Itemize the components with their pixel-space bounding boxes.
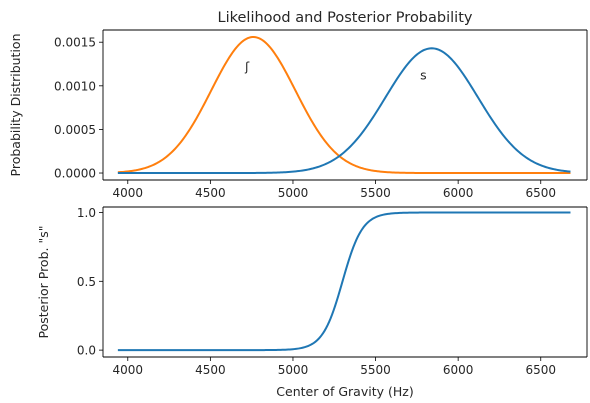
annotation-label: s xyxy=(420,68,427,83)
y-tick-label: 1.0 xyxy=(77,206,96,220)
x-tick-label: 6000 xyxy=(443,363,474,377)
posterior-panel: 4000 4500 5000 5500 6000 6500 0.0 0.5 1.0 Center … xyxy=(36,206,588,399)
x-tick-label: 4000 xyxy=(113,186,144,200)
y-axis-label: Posterior Prob. "s" xyxy=(36,226,51,339)
x-tick-label: 6000 xyxy=(443,186,474,200)
x-tick-label: 4500 xyxy=(195,186,226,200)
y-tick-label: 0.0 xyxy=(77,344,96,358)
y-tick-label: 0.0005 xyxy=(54,123,96,137)
y-tick-label: 0.0010 xyxy=(54,79,96,93)
x-tick-label: 5000 xyxy=(278,363,309,377)
chart-title: Likelihood and Posterior Probability xyxy=(218,10,473,26)
y-axis-label: Probability Distribution xyxy=(8,34,23,177)
y-tick-label: 0.0015 xyxy=(54,36,96,50)
annotation-label: ʃ xyxy=(244,59,250,74)
series-line xyxy=(117,47,571,175)
x-tick-label: 6500 xyxy=(525,186,556,200)
x-tick-label: 4000 xyxy=(113,363,144,377)
x-tick-label: 5500 xyxy=(360,363,391,377)
y-tick-label: 0.0000 xyxy=(54,167,96,181)
series-line xyxy=(117,35,571,175)
x-tick-label: 5000 xyxy=(278,186,309,200)
x-tick-label: 4500 xyxy=(195,363,226,377)
series-line xyxy=(117,211,571,352)
likelihood-panel: 4000 4500 5000 5500 6000 6500 0.0000 0.0005 0.00… xyxy=(8,10,588,200)
x-tick-label: 5500 xyxy=(360,186,391,200)
y-tick-label: 0.5 xyxy=(77,275,96,289)
x-axis-label: Center of Gravity (Hz) xyxy=(276,384,413,399)
x-tick-label: 6500 xyxy=(525,363,556,377)
